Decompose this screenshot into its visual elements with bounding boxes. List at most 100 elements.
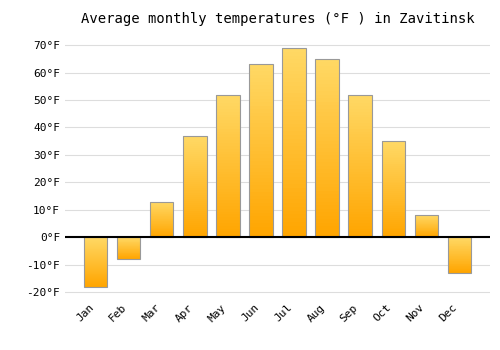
Bar <box>316 112 338 116</box>
Bar <box>414 216 438 217</box>
Bar <box>448 251 470 252</box>
Bar <box>282 218 306 222</box>
Bar <box>382 228 404 230</box>
Bar <box>282 142 306 146</box>
Bar <box>250 151 272 154</box>
Bar <box>316 145 338 148</box>
Bar <box>282 177 306 180</box>
Bar <box>448 267 470 268</box>
Bar <box>250 182 272 186</box>
Bar <box>184 227 206 229</box>
Bar <box>382 197 404 199</box>
Bar <box>184 215 206 217</box>
Bar <box>84 286 108 287</box>
Bar <box>118 238 141 239</box>
Bar <box>282 116 306 120</box>
Bar <box>250 140 272 144</box>
Bar <box>316 187 338 191</box>
Bar <box>382 224 404 226</box>
Bar <box>282 169 306 173</box>
Bar <box>150 216 174 217</box>
Bar <box>84 249 108 250</box>
Bar <box>316 70 338 73</box>
Bar <box>84 237 108 238</box>
Bar <box>348 214 372 217</box>
Bar <box>282 207 306 211</box>
Bar <box>448 254 470 255</box>
Bar <box>348 112 372 114</box>
Bar <box>250 120 272 123</box>
Bar <box>250 103 272 106</box>
Bar <box>250 144 272 147</box>
Bar <box>184 160 206 162</box>
Bar <box>216 186 240 189</box>
Bar <box>382 145 404 147</box>
Bar <box>216 132 240 134</box>
Bar <box>382 204 404 206</box>
Bar <box>250 123 272 127</box>
Bar <box>382 141 404 143</box>
Bar <box>348 234 372 237</box>
Bar <box>84 281 108 282</box>
Bar <box>282 150 306 154</box>
Bar <box>250 154 272 158</box>
Bar <box>184 136 206 237</box>
Bar <box>414 235 438 236</box>
Bar <box>216 211 240 214</box>
Bar <box>184 233 206 235</box>
Bar <box>382 208 404 210</box>
Bar <box>250 64 272 237</box>
Bar <box>448 263 470 264</box>
Bar <box>448 249 470 250</box>
Bar <box>316 137 338 141</box>
Bar <box>250 161 272 164</box>
Bar <box>414 234 438 235</box>
Bar <box>382 178 404 180</box>
Bar <box>184 140 206 142</box>
Bar <box>348 94 372 237</box>
Bar <box>150 236 174 237</box>
Bar <box>282 59 306 63</box>
Bar <box>84 256 108 257</box>
Bar <box>250 210 272 213</box>
Bar <box>84 266 108 267</box>
Bar <box>84 252 108 253</box>
Bar <box>184 207 206 209</box>
Bar <box>84 265 108 266</box>
Bar <box>216 94 240 97</box>
Bar <box>414 225 438 226</box>
Bar <box>382 164 404 166</box>
Bar <box>282 131 306 135</box>
Bar <box>216 234 240 237</box>
Bar <box>348 134 372 137</box>
Bar <box>382 220 404 222</box>
Bar <box>316 191 338 194</box>
Bar <box>150 218 174 219</box>
Bar <box>448 255 470 256</box>
Bar <box>448 239 470 240</box>
Bar <box>84 245 108 246</box>
Bar <box>282 230 306 233</box>
Bar <box>84 280 108 281</box>
Bar <box>282 105 306 108</box>
Bar <box>216 100 240 103</box>
Bar <box>382 156 404 159</box>
Bar <box>150 207 174 208</box>
Bar <box>216 149 240 152</box>
Bar <box>150 210 174 211</box>
Bar <box>448 265 470 266</box>
Bar <box>250 147 272 151</box>
Bar <box>282 139 306 142</box>
Bar <box>250 85 272 89</box>
Bar <box>216 217 240 220</box>
Bar <box>118 255 141 256</box>
Bar <box>150 235 174 236</box>
Bar <box>150 231 174 232</box>
Bar <box>184 197 206 198</box>
Bar <box>316 88 338 91</box>
Bar <box>382 172 404 174</box>
Bar <box>216 129 240 132</box>
Bar <box>414 215 438 216</box>
Bar <box>382 159 404 160</box>
Bar <box>448 237 470 238</box>
